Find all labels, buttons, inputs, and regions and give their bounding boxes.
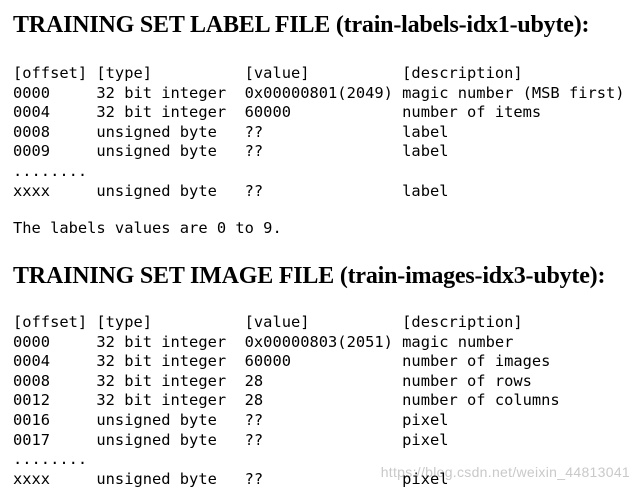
labels-range-note: The labels values are 0 to 9.	[13, 219, 282, 237]
csdn-watermark: https://blog.csdn.net/weixin_44813041	[380, 464, 630, 480]
label-file-format-table: [offset] [type] [value] [description] 00…	[13, 64, 625, 200]
image-file-format-table: [offset] [type] [value] [description] 00…	[13, 313, 560, 488]
label-file-section-title: TRAINING SET LABEL FILE (train-labels-id…	[13, 12, 590, 38]
image-file-section-title: TRAINING SET IMAGE FILE (train-images-id…	[13, 263, 606, 289]
